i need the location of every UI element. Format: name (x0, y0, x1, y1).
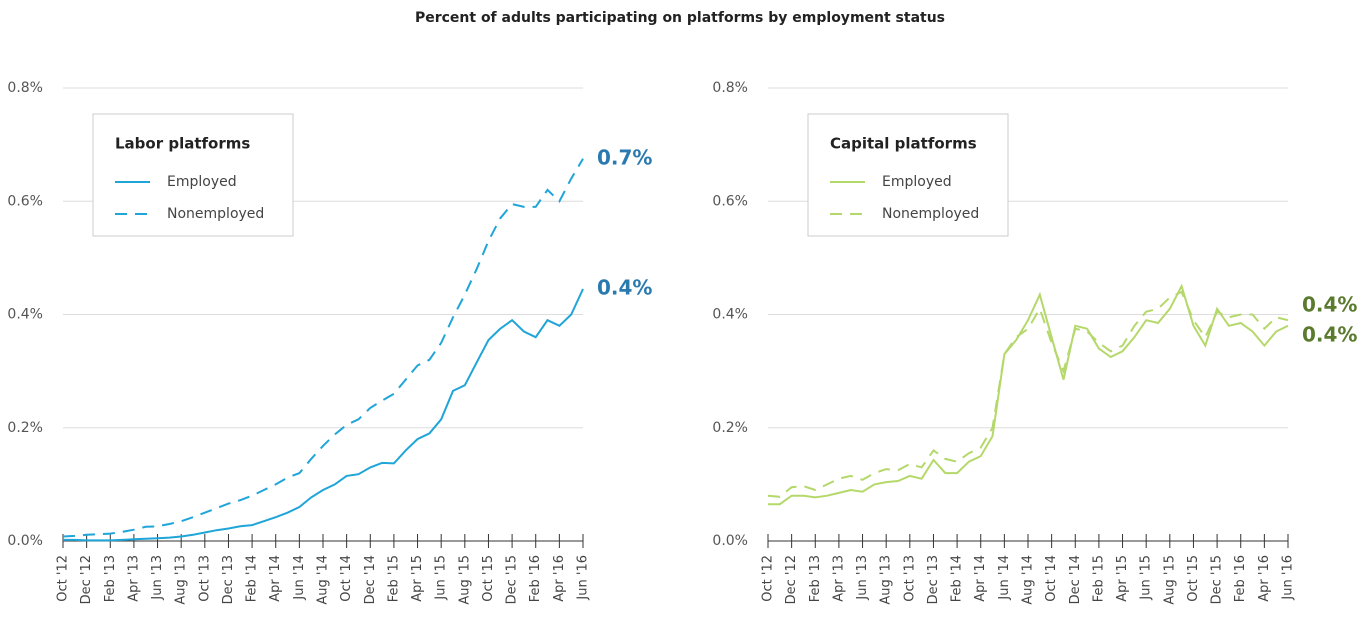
x-tick-label: Apr '15 (1115, 555, 1130, 602)
x-tick-label: Jun '13 (150, 555, 165, 601)
x-tick-label: Feb '14 (245, 555, 260, 602)
x-tick-label: Oct '15 (1186, 555, 1201, 602)
legend-label: Employed (167, 174, 237, 190)
legend-label: Nonemployed (167, 206, 264, 222)
x-tick-label: Apr '13 (831, 555, 846, 602)
legend-title: Labor platforms (115, 135, 250, 153)
x-tick-label: Apr '16 (1257, 555, 1272, 602)
x-tick-label: Apr '13 (126, 555, 141, 602)
x-tick-label: Feb '16 (1233, 555, 1248, 602)
legend-label: Nonemployed (882, 206, 979, 222)
x-tick-label: Dec '12 (784, 555, 799, 604)
x-tick-label: Jun '16 (576, 555, 591, 601)
legend-title: Capital platforms (830, 135, 977, 153)
end-label: 0.4% (597, 276, 652, 300)
y-tick-label: 0.2% (712, 420, 748, 436)
y-tick-label: 0.6% (712, 193, 748, 209)
x-tick-label: Oct '14 (339, 555, 354, 602)
x-tick-label: Feb '16 (528, 555, 543, 602)
x-tick-label: Oct '13 (902, 555, 917, 602)
x-tick-label: Feb '15 (386, 555, 401, 602)
x-tick-label: Oct '12 (761, 555, 776, 602)
x-tick-label: Jun '14 (292, 555, 307, 601)
legend-label: Employed (882, 174, 952, 190)
x-tick-label: Feb '13 (808, 555, 823, 602)
x-tick-label: Dec '15 (505, 555, 520, 604)
x-tick-label: Dec '13 (221, 555, 236, 604)
x-tick-label: Apr '15 (410, 555, 425, 602)
x-tick-label: Aug '15 (457, 555, 472, 605)
x-tick-label: Dec '13 (926, 555, 941, 604)
x-tick-label: Aug '14 (1021, 555, 1036, 605)
x-tick-label: Feb '14 (950, 555, 965, 602)
end-label: 0.4% (1302, 293, 1357, 317)
x-tick-label: Oct '14 (1044, 555, 1059, 602)
line (62, 158, 584, 538)
x-tick-label: Dec '14 (363, 555, 378, 604)
x-tick-label: Jun '13 (855, 555, 870, 601)
x-tick-label: Jun '14 (997, 555, 1012, 601)
x-tick-label: Aug '13 (174, 555, 189, 605)
x-tick-label: Dec '15 (1210, 555, 1225, 604)
line (767, 290, 1289, 498)
x-tick-label: Aug '14 (316, 555, 331, 605)
legend-box (807, 113, 1009, 237)
y-tick-label: 0.0% (7, 533, 43, 549)
end-label: 0.4% (1302, 322, 1357, 346)
y-tick-label: 0.4% (7, 307, 43, 323)
chart-title: Percent of adults participating on platf… (415, 10, 945, 26)
x-tick-label: Feb '13 (103, 555, 118, 602)
y-tick-label: 0.0% (712, 533, 748, 549)
y-tick-label: 0.2% (7, 420, 43, 436)
line (63, 288, 584, 542)
x-tick-label: Jun '16 (1281, 555, 1296, 601)
y-tick-label: 0.4% (712, 307, 748, 323)
x-tick-label: Jun '15 (434, 555, 449, 601)
line (768, 283, 1289, 506)
y-tick-label: 0.8% (7, 80, 43, 96)
x-tick-label: Jun '15 (1139, 555, 1154, 601)
x-tick-label: Aug '13 (879, 555, 894, 605)
x-tick-label: Feb '15 (1091, 555, 1106, 602)
legend-box (92, 113, 294, 237)
x-tick-label: Oct '13 (197, 555, 212, 602)
y-tick-label: 0.8% (712, 80, 748, 96)
x-tick-label: Dec '14 (1068, 555, 1083, 604)
x-tick-label: Oct '15 (481, 555, 496, 602)
x-tick-label: Dec '12 (79, 555, 94, 604)
x-tick-label: Apr '14 (973, 555, 988, 602)
x-tick-label: Apr '14 (268, 555, 283, 602)
y-tick-label: 0.6% (7, 193, 43, 209)
x-tick-label: Apr '16 (552, 555, 567, 602)
x-tick-label: Oct '12 (56, 555, 71, 602)
x-tick-label: Aug '15 (1162, 555, 1177, 605)
end-label: 0.7% (597, 145, 652, 169)
